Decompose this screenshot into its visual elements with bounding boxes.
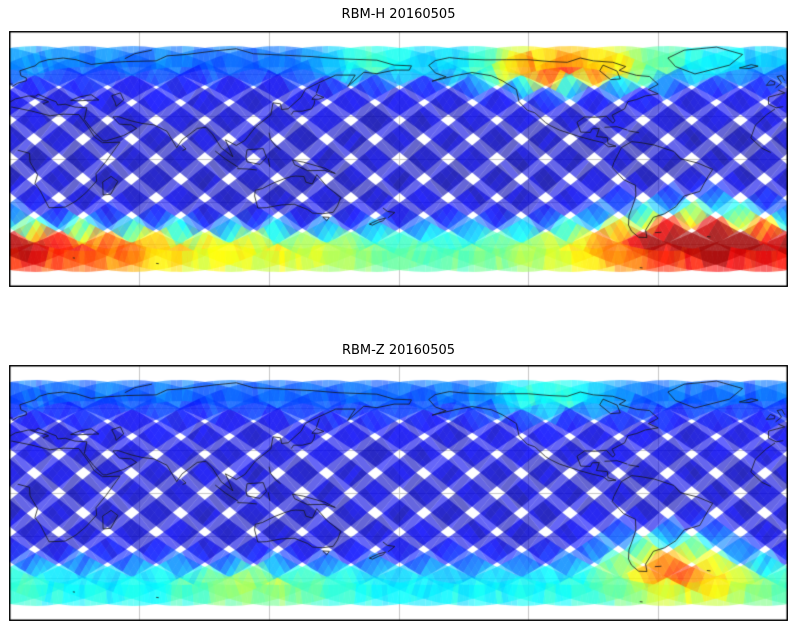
rbm-h-map <box>9 31 788 287</box>
rbm-z-map <box>9 365 788 621</box>
rbm-z-panel-title: RBM-Z 20160505 <box>341 343 456 358</box>
rbm-h-panel-title: RBM-H 20160505 <box>341 7 456 22</box>
